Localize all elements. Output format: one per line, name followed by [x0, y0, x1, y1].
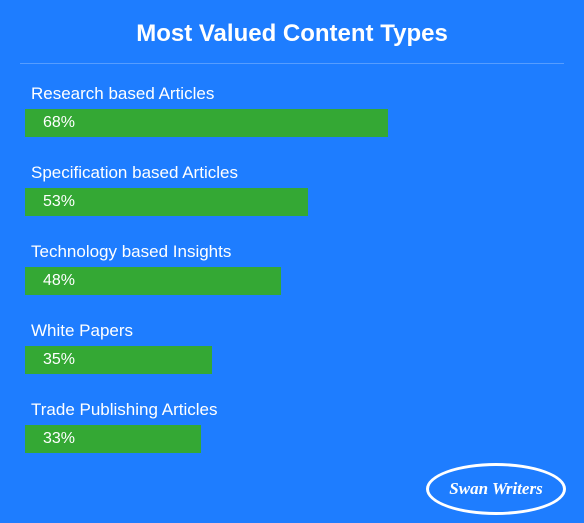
chart-container: Most Valued Content Types Research based…: [0, 0, 584, 523]
bar-track: 48%: [25, 267, 559, 295]
bar-row: White Papers 35%: [25, 321, 559, 374]
bar-label: White Papers: [25, 321, 559, 341]
bar-label: Trade Publishing Articles: [25, 400, 559, 420]
bar-track: 33%: [25, 425, 559, 453]
logo-badge: Swan Writers: [426, 463, 566, 515]
bar-label: Specification based Articles: [25, 163, 559, 183]
bar-row: Specification based Articles 53%: [25, 163, 559, 216]
bars-area: Research based Articles 68% Specificatio…: [20, 84, 564, 453]
bar-fill: 68%: [25, 109, 388, 137]
bar-fill: 33%: [25, 425, 201, 453]
chart-title: Most Valued Content Types: [20, 20, 564, 64]
bar-track: 35%: [25, 346, 559, 374]
logo-text: Swan Writers: [449, 479, 542, 499]
bar-track: 68%: [25, 109, 559, 137]
bar-row: Trade Publishing Articles 33%: [25, 400, 559, 453]
bar-fill: 48%: [25, 267, 281, 295]
bar-label: Research based Articles: [25, 84, 559, 104]
bar-row: Research based Articles 68%: [25, 84, 559, 137]
bar-fill: 35%: [25, 346, 212, 374]
bar-row: Technology based Insights 48%: [25, 242, 559, 295]
bar-fill: 53%: [25, 188, 308, 216]
bar-track: 53%: [25, 188, 559, 216]
bar-label: Technology based Insights: [25, 242, 559, 262]
